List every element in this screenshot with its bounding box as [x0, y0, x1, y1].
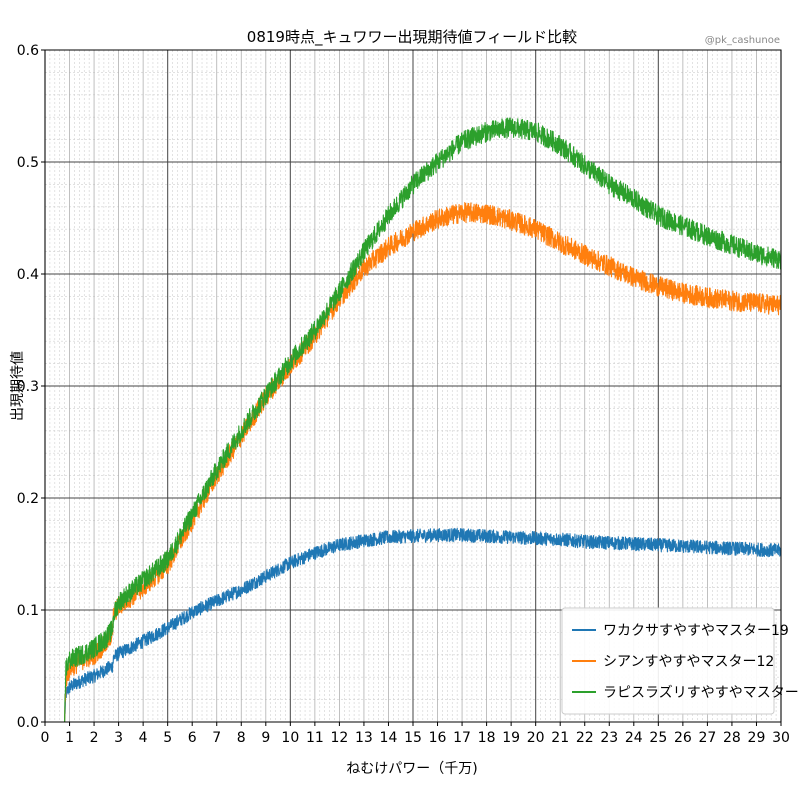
series-1 — [44, 527, 782, 723]
legend-box — [561, 607, 775, 715]
chart-title: 0819時点_キュワワー出現期待値フィールド比較 — [247, 28, 577, 47]
x-tick-label: 2 — [90, 730, 99, 746]
y-tick-label: 0.6 — [17, 43, 39, 59]
x-tick-label: 30 — [772, 730, 790, 746]
x-tick-label: 22 — [576, 730, 594, 746]
y-tick-label: 0.1 — [17, 603, 39, 619]
x-tick-label: 11 — [306, 730, 324, 746]
y-axis-label: 出現期待値 — [10, 351, 26, 421]
x-tick-label: 21 — [551, 730, 569, 746]
y-tick-label: 0.3 — [17, 379, 39, 395]
series-line — [44, 527, 782, 723]
legend-label: ワカクサすやすやマスター19 — [603, 623, 789, 639]
x-ticks: 0 1 2 3 4 5 6 7 8 9 10 11 12 13 14 15 16 17 18 19 20 21 22 23 24… — [41, 722, 790, 746]
y-tick-label: 0.5 — [17, 155, 39, 171]
x-axis-label: ねむけパワー（千万) — [346, 761, 477, 777]
x-tick-label: 13 — [355, 730, 373, 746]
x-tick-label: 14 — [380, 730, 398, 746]
y-tick-label: 0.4 — [17, 267, 39, 283]
x-tick-label: 25 — [649, 730, 667, 746]
x-tick-label: 9 — [261, 730, 270, 746]
legend-label: シアンすやすやマスター12 — [603, 654, 774, 670]
x-tick-label: 27 — [698, 730, 716, 746]
y-tick-label: 0.2 — [17, 491, 39, 507]
x-tick-label: 26 — [674, 730, 692, 746]
credit-label: @pk_cashunoe — [705, 35, 780, 46]
x-tick-label: 19 — [502, 730, 520, 746]
x-tick-label: 17 — [453, 730, 471, 746]
x-tick-label: 18 — [478, 730, 496, 746]
x-tick-label: 0 — [41, 730, 50, 746]
series-3 — [44, 117, 782, 723]
x-tick-label: 12 — [330, 730, 348, 746]
series-line — [44, 117, 782, 723]
y-tick-label: 0.0 — [17, 715, 39, 731]
x-tick-label: 24 — [625, 730, 643, 746]
x-tick-label: 8 — [237, 730, 246, 746]
x-tick-label: 16 — [429, 730, 447, 746]
x-tick-label: 23 — [600, 730, 618, 746]
legend-label: ラピスラズリすやすやマスター11 — [603, 685, 800, 701]
x-tick-label: 20 — [527, 730, 545, 746]
x-tick-label: 29 — [748, 730, 766, 746]
series-group — [44, 117, 782, 723]
x-tick-label: 7 — [212, 730, 221, 746]
y-ticks: 0.0 0.1 0.2 0.3 0.4 0.5 0.6 — [17, 43, 45, 731]
legend: ワカクサすやすやマスター19 シアンすやすやマスター12 ラピスラズリすやすやマスタ… — [561, 607, 800, 715]
x-tick-label: 28 — [723, 730, 741, 746]
x-tick-label: 4 — [139, 730, 148, 746]
x-tick-label: 10 — [281, 730, 299, 746]
x-tick-label: 6 — [188, 730, 197, 746]
x-tick-label: 15 — [404, 730, 422, 746]
x-tick-label: 1 — [65, 730, 74, 746]
x-tick-label: 3 — [114, 730, 123, 746]
x-tick-label: 5 — [163, 730, 172, 746]
